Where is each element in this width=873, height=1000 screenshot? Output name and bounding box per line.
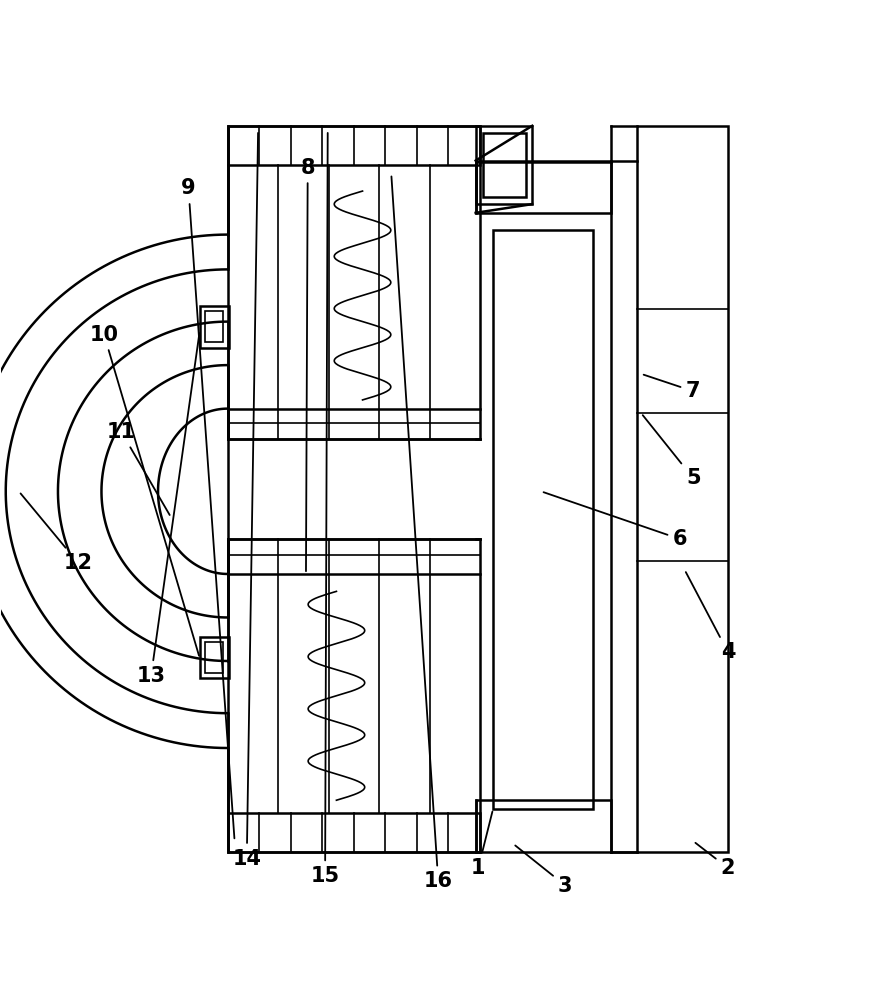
Text: 1: 1 bbox=[471, 812, 492, 878]
Text: 2: 2 bbox=[696, 843, 735, 878]
Text: 15: 15 bbox=[311, 133, 340, 886]
Text: 7: 7 bbox=[643, 375, 700, 401]
Text: 11: 11 bbox=[107, 422, 169, 515]
Text: 5: 5 bbox=[643, 415, 700, 488]
Bar bbox=[228, 126, 480, 165]
Bar bbox=[205, 642, 223, 673]
Bar bbox=[476, 126, 533, 204]
Text: 12: 12 bbox=[21, 493, 93, 573]
Text: 4: 4 bbox=[686, 572, 735, 662]
Bar bbox=[205, 311, 223, 342]
Bar bbox=[200, 637, 229, 678]
Text: 9: 9 bbox=[182, 178, 235, 838]
Bar bbox=[636, 126, 728, 852]
Text: 3: 3 bbox=[515, 845, 573, 896]
Bar bbox=[483, 133, 526, 197]
Bar bbox=[228, 813, 480, 852]
Text: 6: 6 bbox=[544, 492, 687, 549]
Text: 16: 16 bbox=[391, 176, 453, 891]
Bar bbox=[228, 126, 480, 439]
Bar bbox=[476, 800, 610, 852]
Bar bbox=[228, 539, 480, 852]
Bar bbox=[476, 161, 610, 213]
Text: 8: 8 bbox=[300, 158, 315, 571]
Text: 10: 10 bbox=[90, 325, 199, 656]
Text: 13: 13 bbox=[136, 333, 199, 686]
Bar bbox=[200, 306, 229, 348]
Bar bbox=[493, 230, 593, 809]
Text: 14: 14 bbox=[232, 133, 261, 869]
